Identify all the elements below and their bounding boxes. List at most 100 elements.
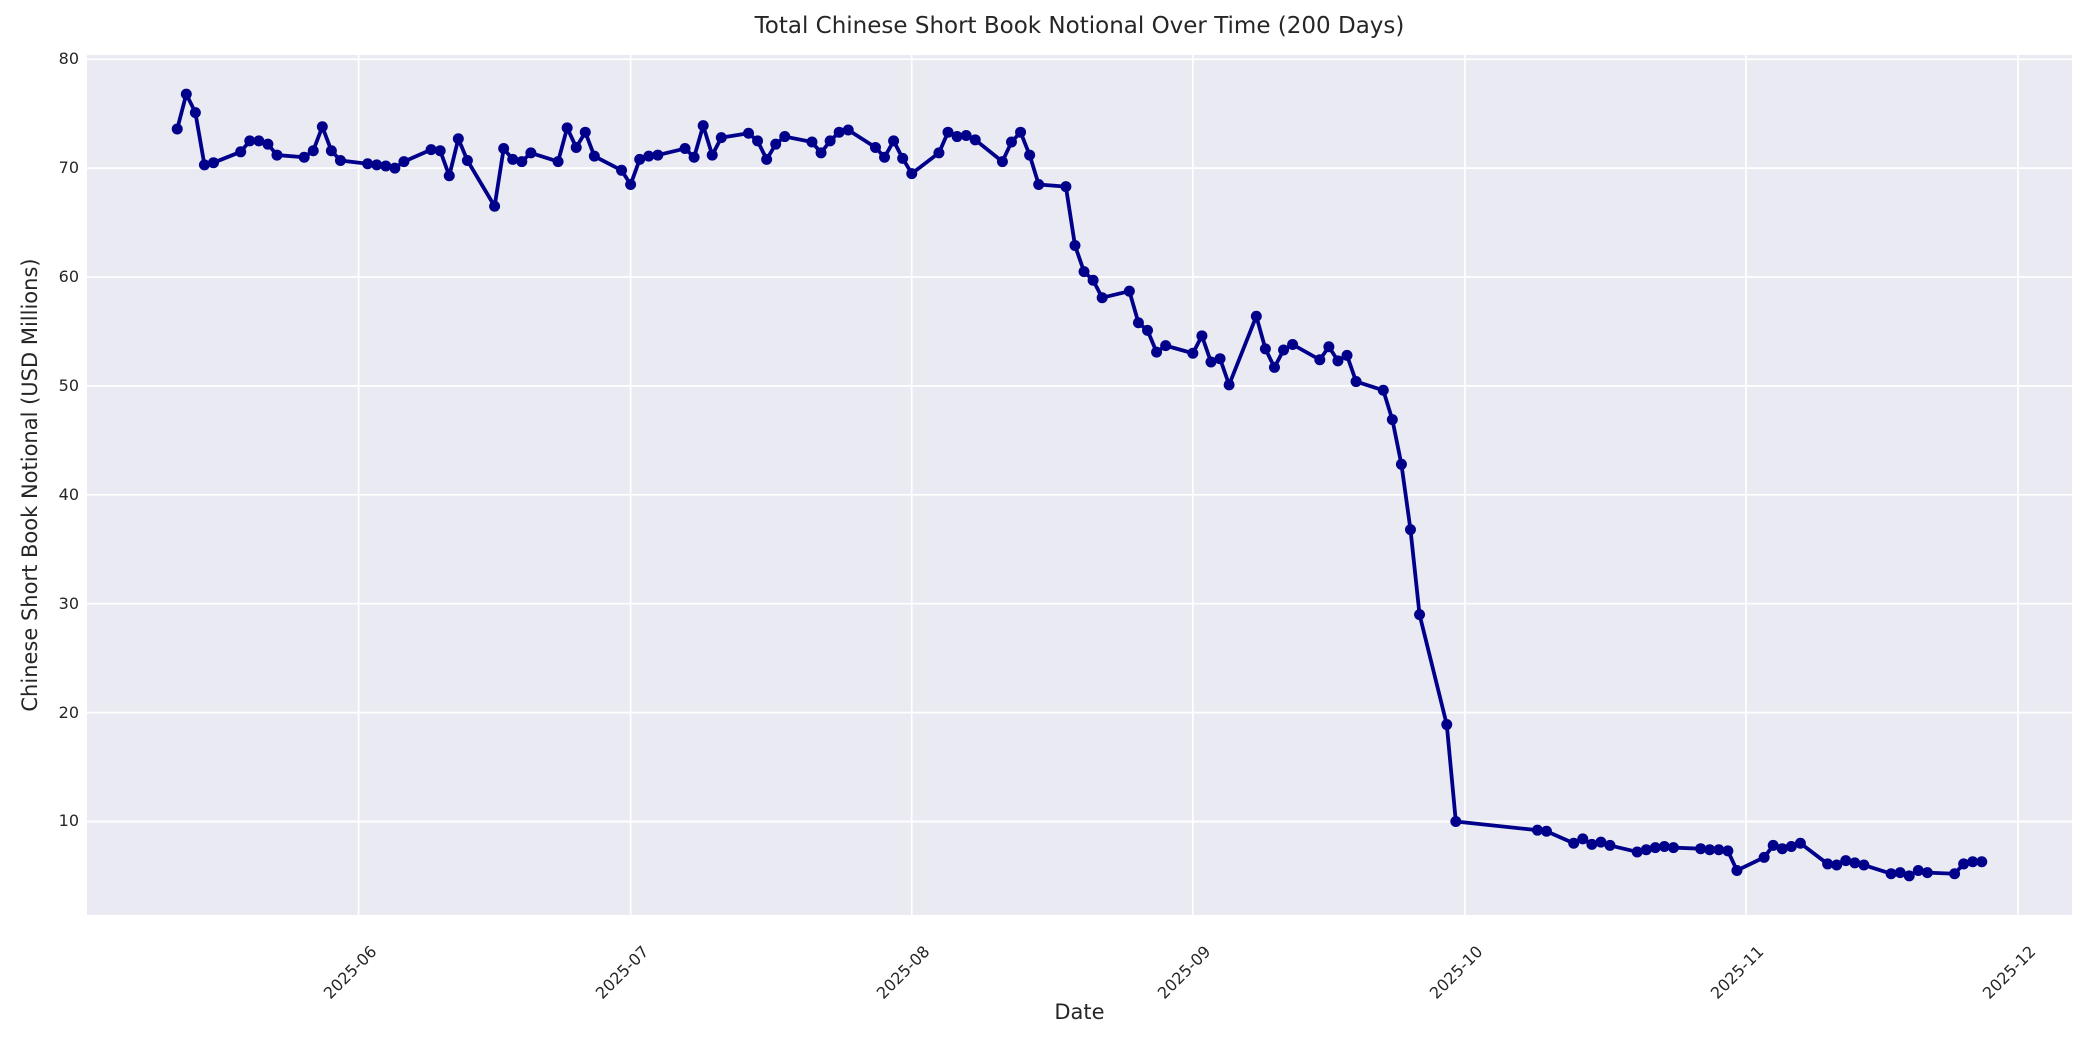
- data-point: [933, 147, 945, 159]
- data-point: [1822, 858, 1834, 870]
- data-point: [833, 126, 845, 138]
- data-point: [1259, 343, 1271, 355]
- data-point: [743, 127, 755, 139]
- data-point: [815, 147, 827, 159]
- data-point: [1350, 376, 1362, 388]
- x-axis-label: Date: [1054, 1000, 1105, 1024]
- data-point: [189, 107, 201, 119]
- data-point: [1840, 855, 1852, 867]
- data-point: [434, 145, 446, 157]
- data-point: [1794, 837, 1806, 849]
- data-point: [1776, 843, 1788, 855]
- data-point: [1921, 867, 1933, 879]
- plot-area: [87, 55, 2072, 915]
- data-point: [1087, 274, 1099, 286]
- y-tick-label: 80: [58, 49, 79, 69]
- data-point: [1649, 842, 1661, 854]
- data-point: [1640, 844, 1652, 856]
- data-point: [1568, 837, 1580, 849]
- data-point: [1586, 838, 1598, 850]
- data-point: [906, 168, 918, 180]
- data-point: [1278, 344, 1290, 356]
- data-point: [643, 150, 655, 162]
- data-point: [1722, 845, 1734, 857]
- data-point: [1531, 824, 1543, 836]
- data-point: [1287, 339, 1299, 351]
- data-point: [688, 151, 700, 163]
- data-point: [960, 129, 972, 141]
- data-point: [1858, 859, 1870, 871]
- data-point: [1323, 341, 1335, 353]
- data-point: [888, 135, 900, 147]
- data-point: [869, 141, 881, 153]
- data-point: [253, 135, 265, 147]
- data-point: [1386, 414, 1398, 426]
- data-point: [525, 147, 537, 159]
- data-point: [443, 170, 455, 182]
- data-point: [625, 178, 637, 190]
- data-point: [235, 146, 247, 158]
- data-point: [262, 138, 274, 150]
- y-tick-label: 70: [58, 158, 79, 178]
- data-point: [244, 135, 256, 147]
- data-point: [1767, 839, 1779, 851]
- data-point: [271, 149, 283, 161]
- data-point: [425, 144, 437, 156]
- data-point: [1414, 609, 1426, 621]
- y-tick-label: 10: [58, 811, 79, 831]
- data-point: [1912, 864, 1924, 876]
- data-point: [298, 151, 310, 163]
- data-point: [1958, 858, 1970, 870]
- data-point: [1658, 841, 1670, 853]
- data-point: [706, 149, 718, 161]
- data-point: [1695, 843, 1707, 855]
- data-point: [969, 134, 981, 146]
- data-point: [1196, 330, 1208, 342]
- data-point: [307, 145, 319, 157]
- data-point: [652, 149, 664, 161]
- data-point: [1667, 842, 1679, 854]
- data-point: [634, 153, 646, 165]
- data-point: [1395, 458, 1407, 470]
- data-point: [1214, 353, 1226, 365]
- data-point: [761, 153, 773, 165]
- data-point: [616, 164, 628, 176]
- data-point: [1060, 181, 1072, 193]
- data-point: [1151, 346, 1163, 358]
- data-point: [180, 88, 192, 100]
- data-point: [1967, 856, 1979, 868]
- data-point: [1404, 524, 1416, 536]
- data-point: [198, 159, 210, 171]
- data-point: [1849, 857, 1861, 869]
- data-point: [996, 156, 1008, 168]
- data-point: [679, 143, 691, 155]
- data-point: [1015, 126, 1027, 138]
- data-point: [1377, 384, 1389, 396]
- data-point: [561, 122, 573, 134]
- data-point: [1976, 856, 1988, 868]
- data-point: [334, 155, 346, 167]
- data-point: [1268, 361, 1280, 373]
- data-point: [1604, 839, 1616, 851]
- data-point: [897, 152, 909, 164]
- data-point: [452, 133, 464, 145]
- data-point: [1314, 354, 1326, 366]
- data-point: [752, 135, 764, 147]
- data-point: [1758, 851, 1770, 863]
- data-point: [362, 158, 374, 170]
- data-point: [1831, 859, 1843, 871]
- data-point: [489, 200, 501, 212]
- data-point: [1078, 266, 1090, 278]
- data-point: [1441, 719, 1453, 731]
- data-point: [770, 138, 782, 150]
- data-point: [715, 132, 727, 144]
- data-point: [1024, 149, 1036, 161]
- data-point: [1713, 844, 1725, 856]
- data-point: [171, 123, 183, 135]
- data-point: [1577, 833, 1589, 845]
- data-point: [1187, 347, 1199, 359]
- data-point: [879, 151, 891, 163]
- data-point: [1332, 355, 1344, 367]
- data-point: [1631, 846, 1643, 858]
